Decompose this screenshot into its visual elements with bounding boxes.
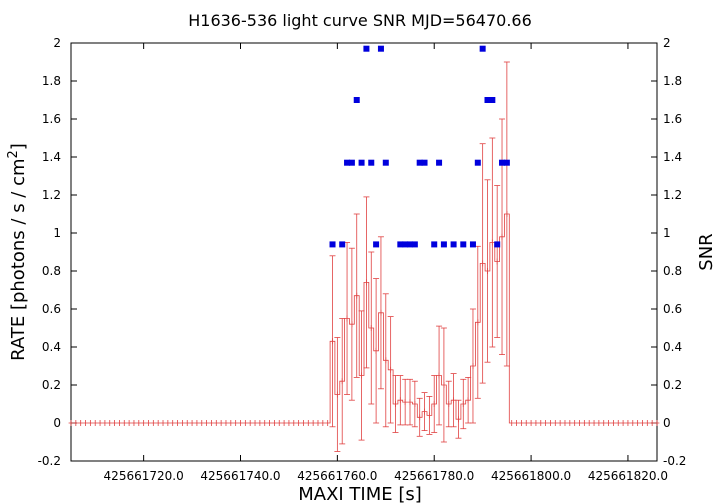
snr-point — [460, 241, 467, 248]
y2-tick-label: 1 — [663, 226, 671, 240]
snr-point — [377, 45, 384, 52]
snr-point — [416, 159, 423, 166]
y2-tick-label: 1.4 — [663, 150, 682, 164]
chart-title: H1636-536 light curve SNR MJD=56470.66 — [188, 11, 532, 30]
plot-frame — [70, 42, 658, 462]
y-axis-left: -0.2 0 0.2 0.4 0.6 0.8 1 1.2 1.4 1.6 1.8 2 — [38, 36, 77, 468]
snr-point — [373, 241, 380, 248]
snr-point — [368, 159, 375, 166]
snr-point — [348, 159, 355, 166]
y2-tick-label: 0 — [663, 416, 671, 430]
snr-point — [479, 45, 486, 52]
snr-point — [469, 241, 476, 248]
y2-tick-label: -0.2 — [663, 454, 686, 468]
y2-tick-label: 0.8 — [663, 264, 682, 278]
y2-tick-label: 1.8 — [663, 74, 682, 88]
y-axis-left-title: RATE [photons / s / cm2] — [6, 143, 30, 361]
snr-point — [503, 159, 510, 166]
x-axis-title: MAXI TIME [s] — [298, 484, 422, 504]
y-tick-label: 2 — [53, 36, 61, 50]
x-tick-label: 425661760.0 — [297, 469, 377, 483]
snr-point — [450, 241, 457, 248]
snr-point — [407, 241, 414, 248]
snr-point — [431, 241, 438, 248]
snr-point — [382, 159, 389, 166]
x-axis: 425661720.0 425661740.0 425661760.0 4256617… — [104, 43, 668, 483]
y2-tick-label: 0.4 — [663, 340, 682, 354]
snr-point — [402, 241, 409, 248]
y-tick-label: 1 — [53, 226, 61, 240]
snr-point — [397, 241, 404, 248]
y-tick-label: 0.4 — [42, 340, 61, 354]
y2-tick-label: 0.2 — [663, 378, 682, 392]
snr-point — [494, 241, 501, 248]
y-axis-left-title-main: RATE [photons / s / cm — [8, 158, 29, 360]
y-tick-label: 0 — [53, 416, 61, 430]
y-axis-left-title-sup: 2 — [6, 150, 21, 158]
snr-point — [329, 241, 336, 248]
snr-point — [489, 97, 496, 103]
snr-point — [353, 97, 360, 103]
x-tick-label: 425661740.0 — [200, 469, 280, 483]
y-axis-right-title: SNR — [696, 233, 717, 270]
y-axis-left-title-end: ] — [8, 143, 29, 150]
rate-series — [68, 61, 660, 452]
y-tick-label: 0.8 — [42, 264, 61, 278]
y-axis-right: -0.2 0 0.2 0.4 0.6 0.8 1 1.2 1.4 1.6 1.8 2 — [651, 36, 686, 468]
snr-point — [339, 241, 346, 248]
snr-point — [421, 159, 428, 166]
x-tick-label: 425661800.0 — [491, 469, 571, 483]
y-tick-label: 1.8 — [42, 74, 61, 88]
snr-point — [440, 241, 447, 248]
y-tick-label: -0.2 — [38, 454, 61, 468]
snr-point — [363, 45, 370, 52]
y-tick-label: 1.6 — [42, 112, 61, 126]
x-tick-label: 425661820.0 — [588, 469, 668, 483]
snr-point — [358, 159, 365, 166]
x-tick-label: 425661780.0 — [394, 469, 474, 483]
y-tick-label: 1.2 — [42, 188, 61, 202]
snr-point — [474, 159, 481, 166]
snr-point — [436, 159, 443, 166]
y2-tick-label: 0.6 — [663, 302, 682, 316]
snr-point — [499, 159, 506, 166]
y-tick-label: 0.2 — [42, 378, 61, 392]
y2-tick-label: 1.2 — [663, 188, 682, 202]
snr-series — [329, 45, 510, 248]
rate-step-line — [68, 213, 660, 424]
snr-point — [344, 159, 351, 166]
y-tick-label: 1.4 — [42, 150, 61, 164]
x-tick-label: 425661720.0 — [104, 469, 184, 483]
y-tick-label: 0.6 — [42, 302, 61, 316]
snr-point — [484, 97, 491, 103]
y2-tick-label: 2 — [663, 36, 671, 50]
snr-point — [411, 241, 418, 248]
y2-tick-label: 1.6 — [663, 112, 682, 126]
